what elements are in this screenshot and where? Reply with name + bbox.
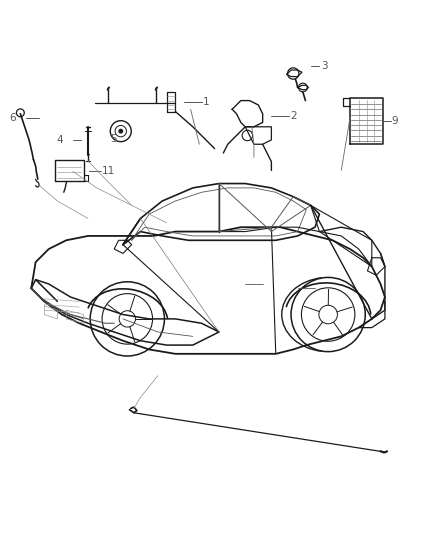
Text: 11: 11 (102, 166, 115, 176)
Text: 1: 1 (203, 98, 210, 107)
Text: 6: 6 (10, 113, 16, 123)
Text: 2: 2 (290, 111, 297, 121)
Text: 3: 3 (321, 61, 327, 71)
Circle shape (119, 130, 123, 133)
Text: 5: 5 (110, 134, 117, 143)
Text: 4: 4 (57, 135, 63, 145)
Text: 9: 9 (392, 116, 398, 126)
